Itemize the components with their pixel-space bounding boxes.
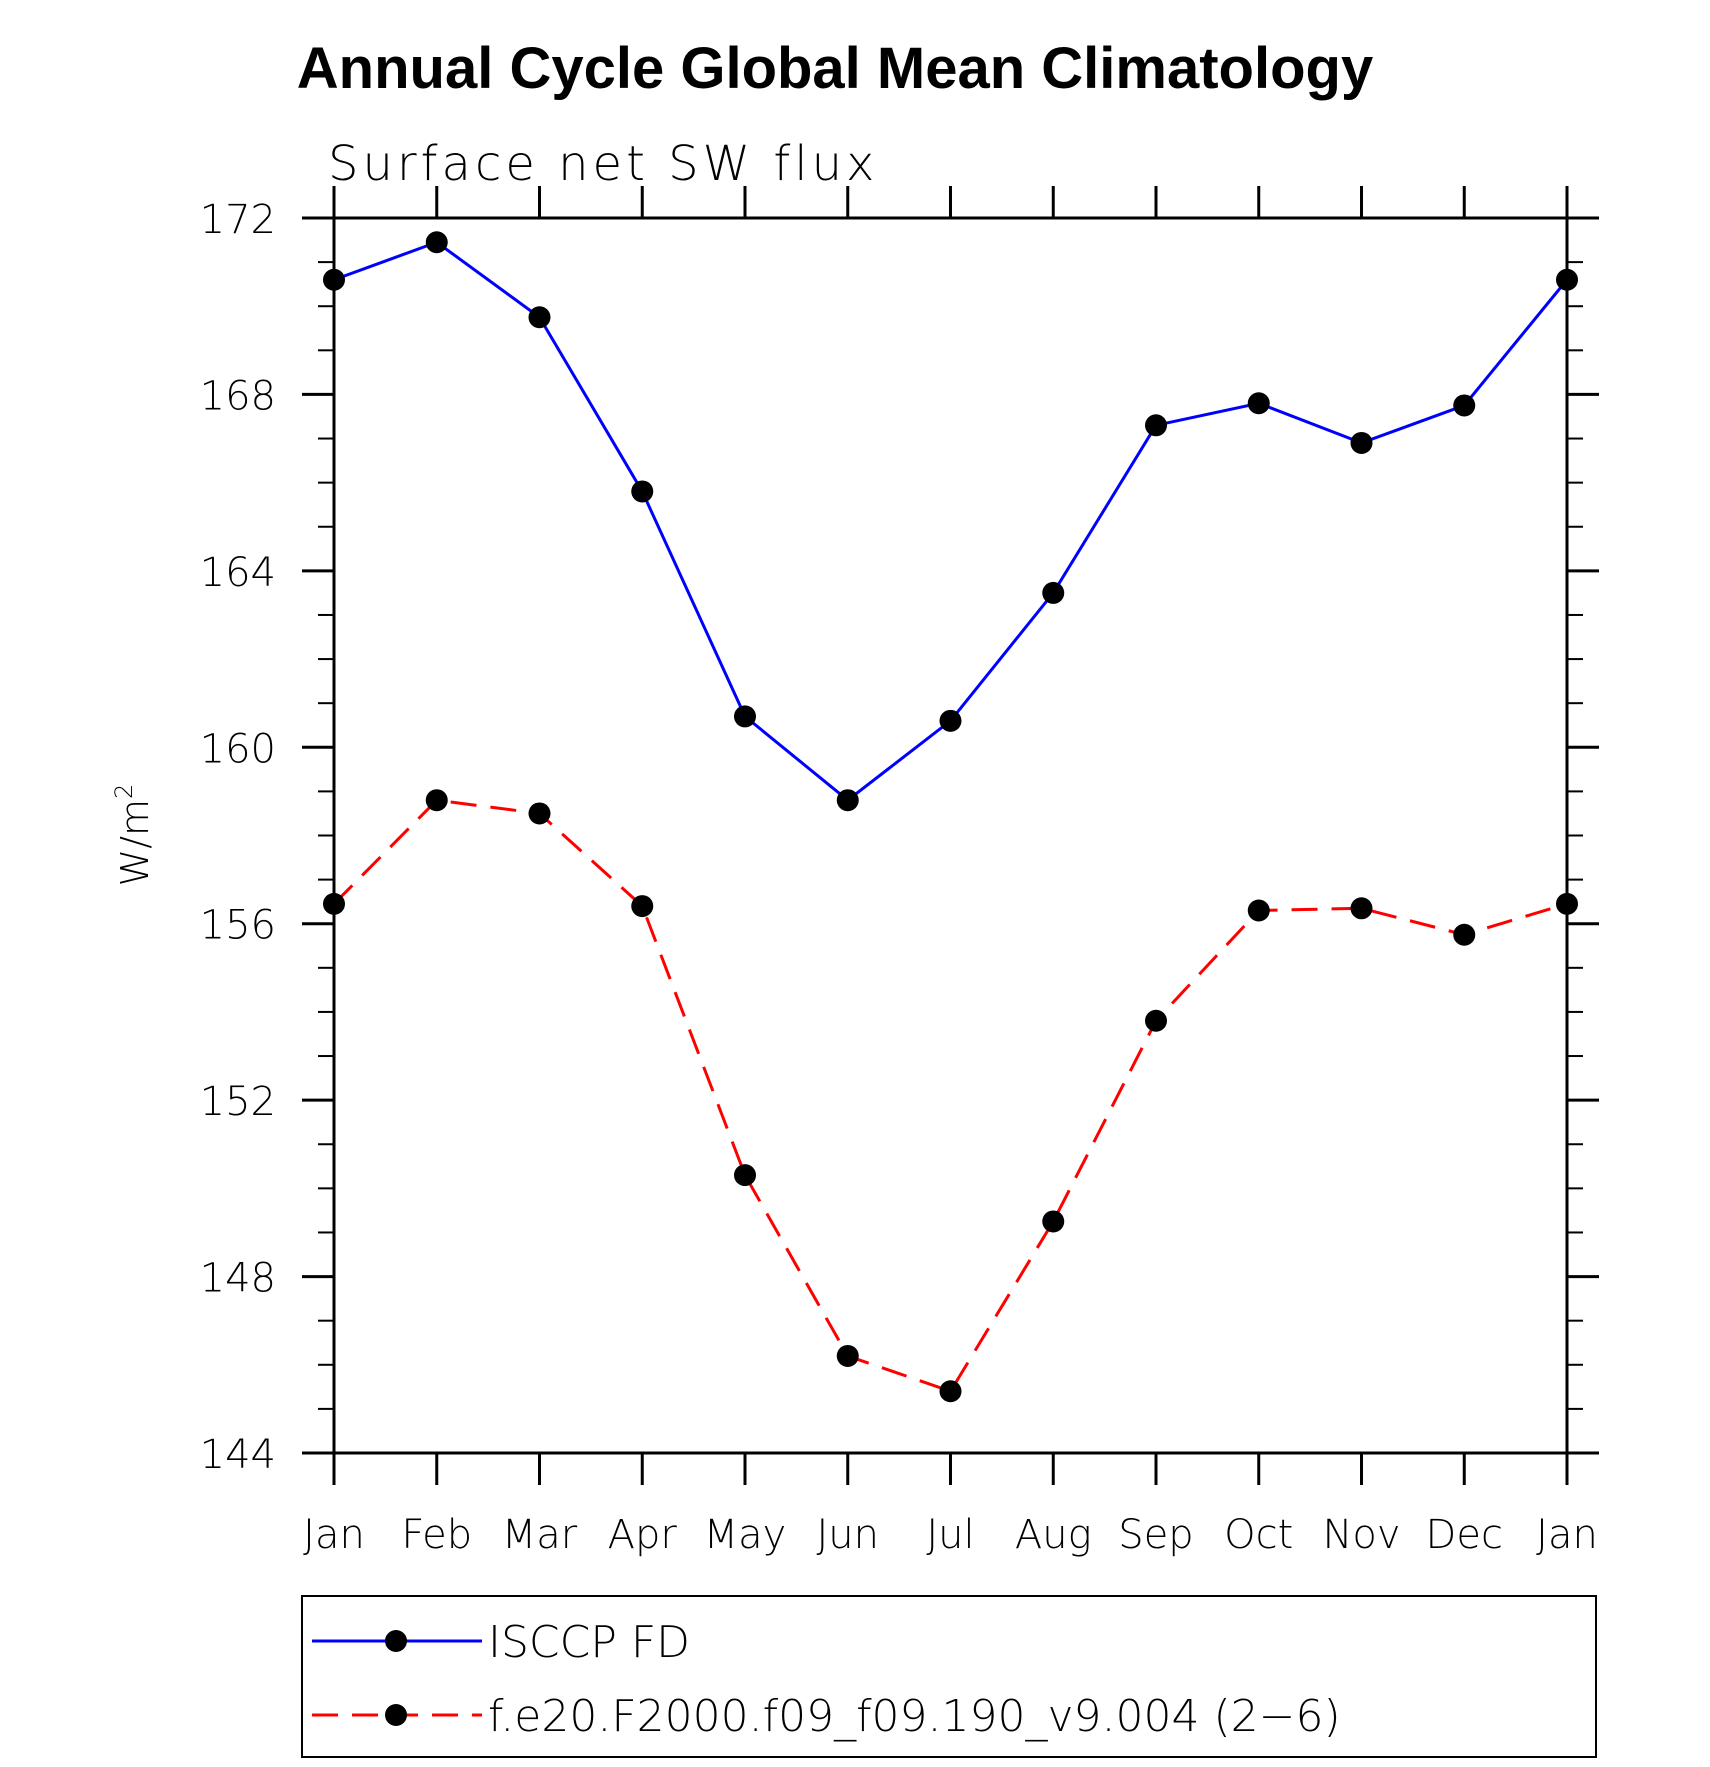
x-tick-label: Mar [502, 1512, 578, 1558]
data-point [1556, 268, 1578, 291]
y-tick-label: 148 [200, 1256, 276, 1302]
x-tick-label: Jul [926, 1512, 974, 1558]
axes [302, 186, 1599, 1485]
data-point [1042, 581, 1065, 604]
legend: ISCCP FD f.e20.F2000.f09_f09.190_v9.004 (… [301, 1595, 1597, 1758]
y-axis-label-superscript: 2 [110, 784, 138, 799]
legend-item: ISCCP FD [312, 1617, 690, 1668]
chart-title: Annual Cycle Global Mean Climatology [297, 36, 1373, 101]
data-point [1145, 1009, 1167, 1032]
data-point [528, 802, 551, 825]
x-tick-label: Sep [1118, 1512, 1193, 1558]
legend-marker [385, 1630, 407, 1652]
data-point [1453, 923, 1476, 946]
y-tick-labels: 144 148 152 156 160 164 168 172 [200, 197, 276, 1478]
data-point [836, 789, 859, 812]
series-layer [323, 231, 1578, 1403]
y-tick-label: 160 [200, 726, 276, 772]
data-point [1556, 892, 1578, 915]
data-point [425, 231, 448, 254]
legend-item: f.e20.F2000.f09_f09.190_v9.004 (2−6) [312, 1691, 1341, 1742]
data-point [1350, 431, 1373, 454]
data-point [939, 709, 962, 732]
legend-marker [385, 1704, 407, 1726]
x-tick-label: Oct [1224, 1512, 1293, 1558]
data-point [323, 892, 345, 915]
data-point [1453, 394, 1476, 417]
data-point [836, 1344, 859, 1367]
x-tick-label: Apr [608, 1512, 678, 1558]
data-point [1145, 414, 1167, 437]
x-tick-label: May [704, 1512, 787, 1558]
x-tick-label: Dec [1426, 1512, 1503, 1558]
data-point [425, 789, 448, 812]
x-tick-labels: Jan Feb Mar Apr May Jun Jul Aug Sep Oct Nov Dec Jan [303, 1512, 1598, 1558]
data-point [734, 705, 756, 728]
y-tick-label: 156 [200, 903, 276, 949]
legend-box [301, 1595, 1597, 1758]
y-tick-label: 152 [200, 1079, 276, 1125]
series-model-run [323, 789, 1578, 1403]
series-line [332, 798, 1568, 1394]
series-isccp-fd [323, 231, 1578, 812]
x-tick-label: Jan [303, 1512, 365, 1558]
x-tick-label: Jun [817, 1512, 880, 1558]
data-point [1042, 1210, 1065, 1233]
y-tick-label: 144 [200, 1432, 276, 1478]
legend-label: ISCCP FD [488, 1617, 690, 1668]
data-point [631, 895, 654, 918]
y-axis-label-text: W/m [113, 799, 157, 886]
data-point [1247, 899, 1270, 922]
y-tick-label: 164 [200, 550, 276, 596]
x-tick-label: Jan [1536, 1512, 1598, 1558]
y-tick-label: 172 [200, 197, 276, 243]
data-point [1350, 897, 1373, 920]
data-point [1247, 392, 1270, 415]
y-tick-label: 168 [200, 373, 276, 419]
data-point [528, 306, 551, 329]
x-tick-label: Nov [1322, 1512, 1400, 1558]
data-point [939, 1380, 962, 1403]
data-point [631, 480, 654, 503]
y-axis-label: W/m2 [110, 784, 157, 887]
data-point [734, 1164, 756, 1187]
x-tick-label: Aug [1015, 1512, 1092, 1558]
svg-text:W/m2: W/m2 [110, 784, 157, 887]
x-tick-label: Feb [401, 1512, 472, 1558]
legend-label: f.e20.F2000.f09_f09.190_v9.004 (2−6) [488, 1691, 1341, 1742]
chart-subtitle: Surface net SW flux [328, 136, 878, 192]
data-point [323, 268, 345, 291]
